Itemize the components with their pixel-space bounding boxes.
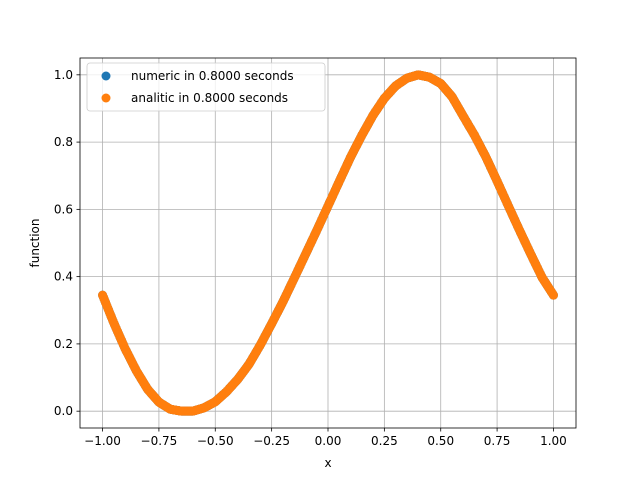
x-tick-label: 0.75 (484, 434, 511, 448)
legend-box (86, 62, 326, 112)
x-tick-label: −0.25 (253, 434, 290, 448)
scatter-point (548, 290, 558, 300)
x-tick-label: 0.25 (371, 434, 398, 448)
legend-label-analitic: analitic in 0.8000 seconds (131, 91, 288, 105)
x-axis-label: x (324, 456, 331, 470)
x-tick-label: 1.00 (540, 434, 567, 448)
y-tick-label: 0.2 (54, 337, 73, 351)
y-tick-label: 0.8 (54, 135, 73, 149)
legend-label-numeric: numeric in 0.8000 seconds (131, 69, 294, 83)
y-tick-label: 0.0 (54, 404, 73, 418)
x-tick-label: −0.75 (141, 434, 178, 448)
legend-marker-analitic (101, 93, 111, 103)
y-tick-label: 0.4 (54, 270, 73, 284)
x-tick-label: −1.00 (84, 434, 121, 448)
y-axis-label: function (28, 218, 42, 267)
y-tick-label: 0.6 (54, 202, 73, 216)
grid-lines (80, 58, 576, 428)
x-tick-label: 0.50 (427, 434, 454, 448)
axis-ticks: −1.00 −0.75 −0.50 −0.25 0.00 0.25 0.50 0.75 1.00… (54, 68, 567, 448)
y-tick-label: 1.0 (54, 68, 73, 82)
legend: numeric in 0.8000 seconds analitic in 0.… (86, 62, 326, 112)
x-tick-label: −0.50 (197, 434, 234, 448)
x-tick-label: 0.00 (315, 434, 342, 448)
data-series (98, 70, 558, 416)
scatter-series-1 (98, 70, 558, 416)
legend-marker-numeric (101, 71, 111, 81)
